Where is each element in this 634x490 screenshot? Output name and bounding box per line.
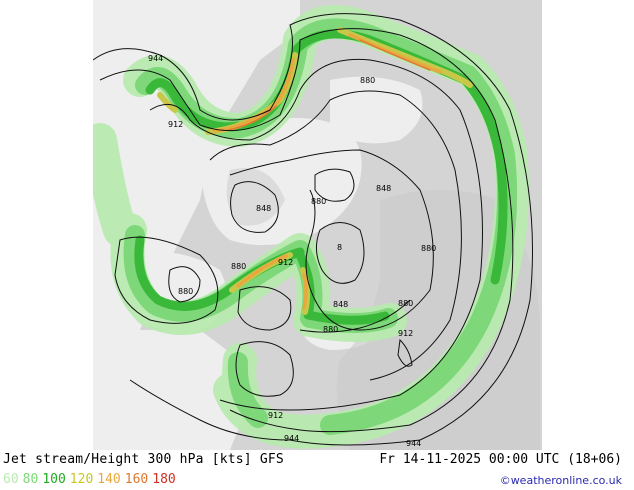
legend-item: 80: [22, 472, 39, 487]
contour-label: 848: [376, 184, 391, 193]
contour-label: 880: [398, 299, 413, 308]
legend-item: 60: [3, 472, 19, 487]
legend-item: 160: [124, 472, 149, 487]
legend-item: 180: [152, 472, 176, 487]
contour-label: 880: [323, 325, 338, 334]
contour-label: 944: [284, 434, 299, 443]
contour-label: 880: [311, 197, 326, 206]
contour-label: 912: [168, 120, 183, 129]
legend-item: 120: [69, 472, 94, 487]
jet-stream-map: 944 912 880 848 880 848 880 8 880 912 88…: [83, 0, 542, 450]
credit-link[interactable]: ©weatheronline.co.uk: [499, 474, 622, 487]
wind-speed-legend: 60 80 100 120 140 160 180: [3, 472, 180, 487]
contour-label: 880: [421, 244, 436, 253]
contour-label: 944: [148, 54, 163, 63]
height-contours: [92, 13, 533, 446]
contour-label: 912: [278, 258, 293, 267]
contour-label: 880: [178, 287, 193, 296]
contour-label: 880: [231, 262, 246, 271]
contour-label: 880: [360, 76, 375, 85]
contour-label: 8: [337, 243, 342, 252]
contour-label: 912: [268, 411, 283, 420]
map-title: Jet stream/Height 300 hPa [kts] GFS: [3, 452, 284, 467]
contour-label: 848: [333, 300, 348, 309]
contour-label: 848: [256, 204, 271, 213]
contour-label: 912: [398, 329, 413, 338]
legend-item: 100: [42, 472, 66, 487]
contour-labels: 944 912 880 848 880 848 880 8 880 912 88…: [148, 54, 436, 448]
map-datetime: Fr 14-11-2025 00:00 UTC (18+06): [379, 452, 622, 467]
contour-label: 944: [406, 439, 421, 448]
legend-item: 140: [97, 472, 121, 487]
jet-stream-bands: [83, 5, 529, 449]
